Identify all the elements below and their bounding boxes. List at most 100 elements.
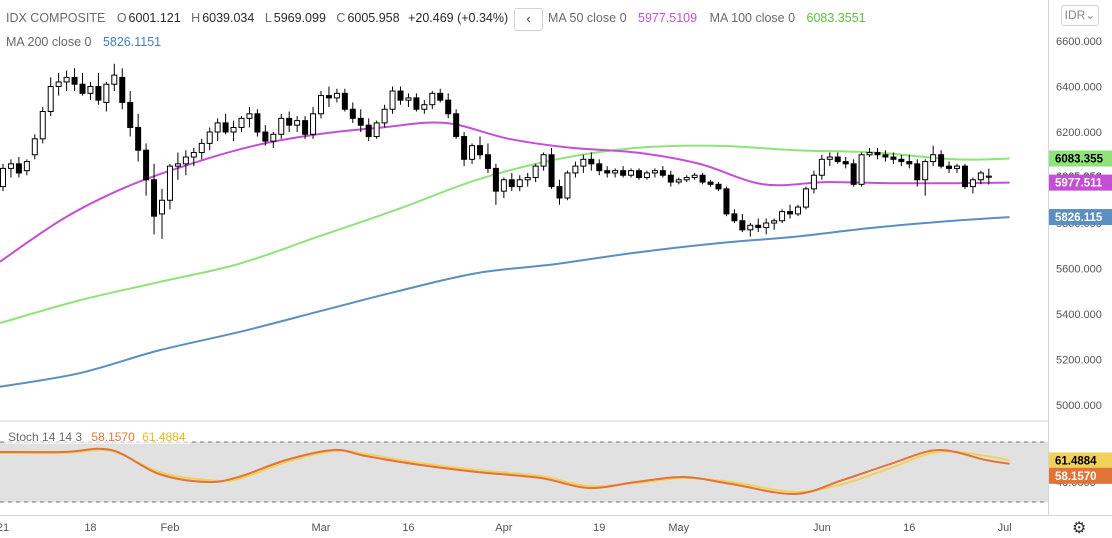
stoch-badge: 58.1570 bbox=[1049, 467, 1112, 484]
candle-body bbox=[246, 113, 253, 119]
time-axis-label: May bbox=[668, 522, 689, 534]
currency-button[interactable]: IDR⌄ bbox=[1061, 5, 1099, 26]
candle-body bbox=[930, 154, 937, 163]
candle-body bbox=[413, 97, 420, 110]
candle bbox=[636, 168, 642, 180]
change-value: +20.469 (+0.34%) bbox=[408, 11, 509, 25]
stoch-badge-label: 61.4884 bbox=[1055, 456, 1097, 468]
candle-body bbox=[802, 188, 809, 208]
candle-body bbox=[437, 92, 444, 101]
gear-icon[interactable]: ⚙ bbox=[1072, 520, 1087, 537]
stoch-badge-bg bbox=[1049, 467, 1112, 484]
candle-body bbox=[63, 76, 70, 83]
candle-body bbox=[310, 113, 317, 135]
candle-body bbox=[381, 108, 388, 124]
candle bbox=[858, 152, 865, 187]
candle bbox=[961, 163, 968, 189]
candle-body bbox=[548, 154, 555, 188]
candle-body bbox=[564, 172, 571, 199]
candle bbox=[763, 218, 770, 235]
candle-body bbox=[946, 165, 953, 169]
ma50-value: 5977.5109 bbox=[638, 11, 698, 25]
candle-body bbox=[675, 179, 682, 183]
candle-body bbox=[469, 145, 476, 160]
candle bbox=[651, 168, 658, 178]
stoch-k-value: 58.1570 bbox=[91, 430, 135, 444]
candle-body bbox=[747, 224, 754, 231]
candle-body bbox=[866, 151, 873, 156]
ma-legend: MA 50 close 0 5977.5109 MA 100 close 0 6… bbox=[548, 11, 868, 25]
candle-body bbox=[723, 188, 730, 215]
candle-body bbox=[922, 161, 929, 181]
candle bbox=[151, 163, 158, 235]
candle-body bbox=[739, 220, 746, 231]
candle-body bbox=[421, 104, 428, 110]
low-label: L bbox=[264, 11, 272, 25]
candle bbox=[938, 150, 945, 169]
candle bbox=[548, 147, 555, 189]
candle bbox=[39, 106, 46, 144]
candle bbox=[365, 118, 372, 142]
candle-body bbox=[47, 86, 54, 113]
candle-body bbox=[715, 183, 722, 190]
candle-body bbox=[333, 92, 340, 99]
candle-body bbox=[882, 154, 889, 158]
high-value: 6039.034 bbox=[202, 11, 255, 25]
candle-body bbox=[890, 156, 897, 160]
candle-body bbox=[492, 167, 499, 192]
candle-body bbox=[254, 113, 261, 133]
candle bbox=[47, 77, 54, 117]
candle bbox=[429, 91, 436, 110]
candle-body bbox=[174, 163, 181, 167]
candle-body bbox=[683, 177, 690, 181]
candle-body bbox=[636, 170, 642, 179]
candle-body bbox=[341, 92, 348, 110]
candle-body bbox=[787, 211, 794, 215]
price-badge: 5826.115 bbox=[1049, 209, 1112, 226]
candle-body bbox=[206, 131, 213, 144]
stoch-badge-label: 58.1570 bbox=[1055, 471, 1097, 483]
stoch-band bbox=[0, 442, 1048, 502]
candle bbox=[492, 163, 499, 205]
chevron-down-icon: ⌄ bbox=[1085, 8, 1096, 22]
candle-body bbox=[898, 158, 905, 163]
candle-body bbox=[461, 136, 468, 160]
candle-body bbox=[55, 81, 62, 87]
candle-body bbox=[166, 165, 173, 201]
candle-body bbox=[818, 158, 825, 176]
candle-body bbox=[643, 172, 650, 178]
candle bbox=[977, 170, 984, 185]
symbol-name: IDX COMPOSITE bbox=[6, 11, 106, 25]
currency-label: IDR bbox=[1064, 8, 1086, 22]
time-axis-label: Mar bbox=[312, 522, 331, 534]
candle bbox=[246, 106, 253, 128]
candle bbox=[23, 159, 30, 176]
candle bbox=[715, 182, 722, 192]
price-badge-bg bbox=[1049, 174, 1112, 191]
time-axis-label: 18 bbox=[84, 522, 96, 534]
candle-body bbox=[445, 99, 452, 115]
candle-body bbox=[159, 199, 165, 215]
candle-body bbox=[612, 170, 619, 174]
candle bbox=[779, 209, 786, 223]
candle bbox=[302, 116, 309, 139]
candle bbox=[453, 109, 460, 139]
candle-body bbox=[977, 172, 984, 181]
candle-body bbox=[755, 224, 762, 229]
time-axis-label: 19 bbox=[593, 522, 605, 534]
stoch-badge-bg bbox=[1049, 452, 1112, 469]
candle bbox=[882, 150, 889, 162]
collapse-legend-button[interactable]: ‹ bbox=[514, 8, 543, 31]
candle-body bbox=[771, 220, 778, 224]
candle bbox=[413, 93, 420, 112]
candle-body bbox=[278, 117, 285, 135]
candle-body bbox=[938, 154, 945, 167]
candle bbox=[166, 163, 173, 210]
candle-body bbox=[7, 163, 14, 169]
candle bbox=[628, 168, 635, 178]
price-tick-label: 5200.000 bbox=[1056, 355, 1102, 367]
candle-body bbox=[151, 179, 158, 217]
candle bbox=[604, 166, 611, 178]
candle bbox=[286, 111, 293, 132]
